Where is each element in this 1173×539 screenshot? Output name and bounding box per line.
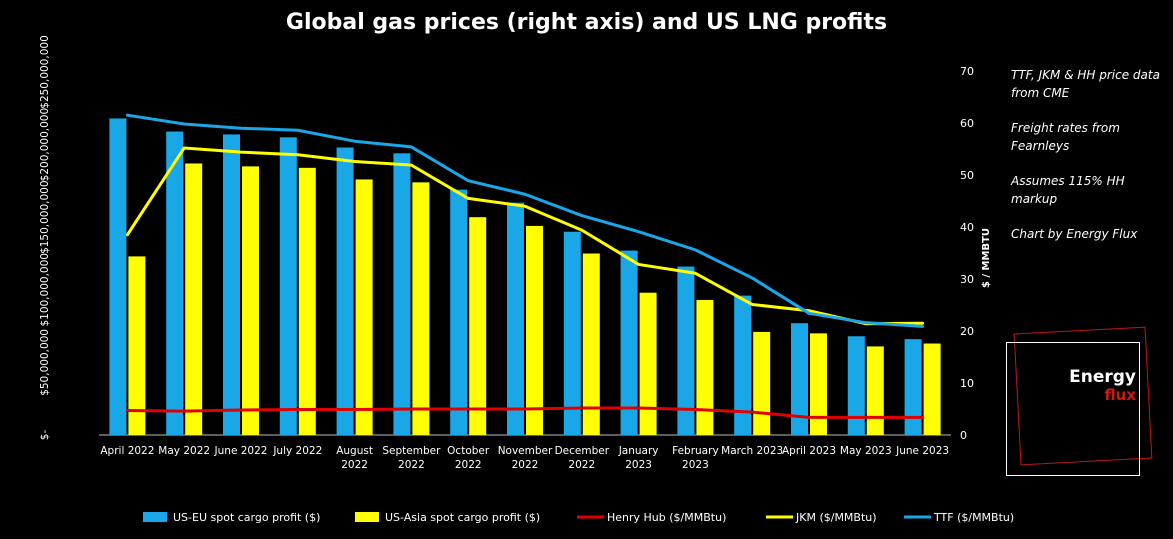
line-series-0 [125,406,925,419]
x-tick-label: April 2022 [100,445,154,457]
y-left-tick-label: $200,000,000 [39,108,51,181]
legend-swatch [143,512,167,522]
x-tick-label: April 2023 [782,445,836,457]
x-tick-label: January 2023 [618,445,659,471]
chart-title: Global gas prices (right axis) and US LN… [285,10,888,35]
y-right-tick-label: 0 [960,429,967,442]
logo-frame-white [1006,342,1140,476]
x-tick-label: July 2022 [272,445,322,457]
x-tick-label: December 2022 [555,445,610,471]
bar-us-eu [847,336,865,435]
bar-us-asia [128,256,146,435]
y-left-tick-label: $100,000,000 [39,253,51,326]
y-right-tick-label: 30 [960,273,974,286]
note-credit: Chart by Energy Flux [1011,227,1138,241]
bar-us-asia [866,346,884,435]
y-right-tick-label: 50 [960,169,974,182]
bar-us-eu [109,118,127,436]
x-tick-label: May 2022 [158,445,210,457]
y-right-tick-label: 20 [960,325,974,338]
bar-us-asia [923,343,941,435]
bar-us-eu [336,147,354,435]
bar-us-asia [753,331,771,435]
legend-label: Henry Hub ($/MMBtu) [607,511,726,524]
x-tick-label: June 2022 [214,445,268,457]
bar-us-eu [393,153,411,435]
bar-us-eu [620,250,638,435]
bar-us-eu [677,266,695,435]
bar-us-asia [582,253,600,435]
bar-us-eu [904,339,922,435]
bar-us-eu [450,189,468,435]
note-markup: Assumes 115% HH markup [1011,174,1125,206]
logo-word-flux: flux [1104,386,1136,404]
bar-us-asia [526,225,543,435]
bar-us-asia [298,167,316,435]
y-right-axis-label: $ / MMBTU [981,228,992,288]
bar-us-eu [734,295,752,435]
y-left-tick-label: $- [39,430,51,441]
line-series-1 [125,146,925,326]
x-tick-label: June 2023 [895,445,949,457]
y-left-tick-label: $150,000,000 [39,180,51,253]
bar-us-asia [469,217,487,435]
y-right-tick-label: 40 [960,221,974,234]
x-tick-label: May 2023 [840,445,892,457]
bar-us-asia [185,163,203,435]
y-left-tick-label: $250,000,000 [39,35,51,108]
x-tick-label: February 2023 [672,445,719,471]
legend-label: TTF ($/MMBtu) [933,511,1014,524]
energy-flux-logo: Energy flux [1040,368,1136,404]
logo-word-energy: Energy [1069,367,1136,387]
legend-label: US-EU spot cargo profit ($) [173,511,320,524]
legend-label: JKM ($/MMBtu) [795,511,877,524]
y-left-tick-label: $50,000,000 [39,329,51,396]
line-series-2 [125,113,925,328]
bar-us-asia [810,333,827,435]
bar-us-eu [507,202,524,435]
chart-notes: TTF, JKM & HH price data from CME Freigh… [1011,66,1161,260]
x-tick-label: November 2022 [498,445,553,471]
note-data-source: TTF, JKM & HH price data from CME [1011,68,1160,100]
bar-us-asia [639,292,657,435]
bar-us-eu [223,134,240,435]
x-tick-label: October 2022 [447,445,490,471]
y-right-tick-label: 60 [960,117,974,130]
legend-swatch [355,512,379,522]
bar-us-eu [563,231,581,435]
bar-us-eu [279,137,297,435]
bar-us-asia [355,179,373,435]
x-tick-label: March 2023 [721,445,783,457]
y-right-tick-label: 70 [960,65,974,78]
note-freight-source: Freight rates from Fearnleys [1011,121,1120,153]
bar-us-eu [791,323,808,435]
bar-us-eu [166,131,184,436]
x-tick-label: August 2022 [336,445,373,471]
bar-us-asia [696,299,714,435]
x-tick-label: September 2022 [382,445,441,471]
bar-us-asia [242,166,259,435]
bar-us-asia [412,182,430,435]
y-right-tick-label: 10 [960,377,974,390]
legend-label: US-Asia spot cargo profit ($) [385,511,540,524]
